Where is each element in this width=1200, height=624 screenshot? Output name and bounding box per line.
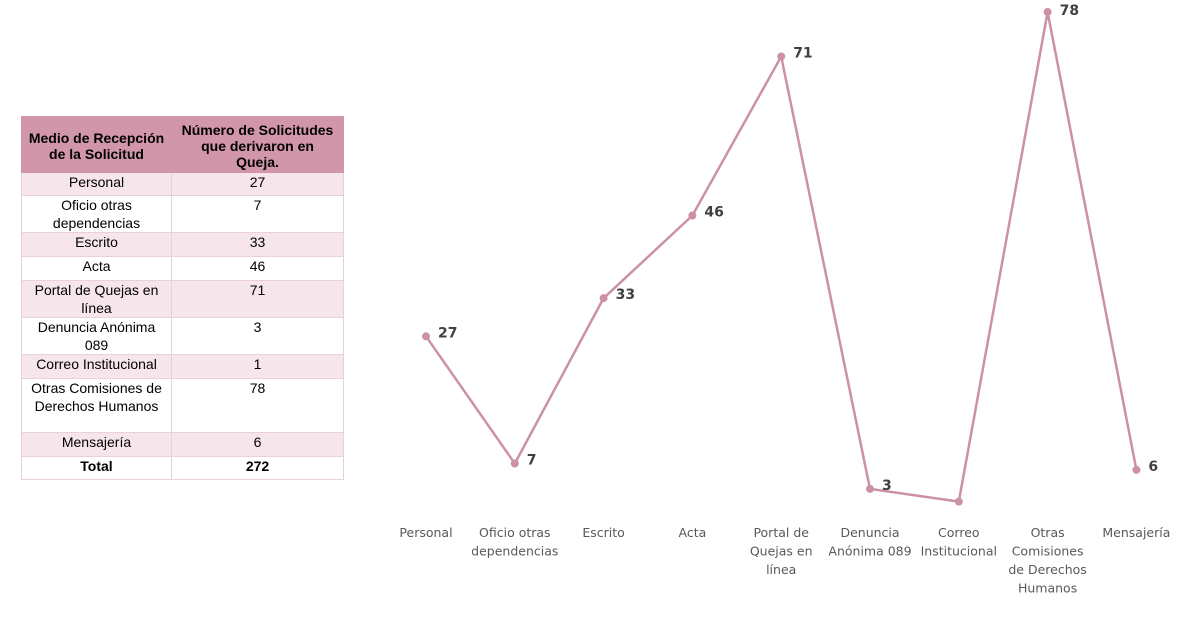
data-label: 7 — [527, 452, 537, 468]
table-row: Oficio otras dependencias 7 — [21, 195, 344, 233]
data-label: 27 — [438, 325, 457, 341]
table-total-row: Total 272 — [21, 456, 344, 480]
series-line — [424, 10, 1138, 503]
category-label: Acta — [679, 525, 707, 540]
category-label-line: Correo — [938, 525, 980, 540]
category-label: Oficio otras dependencias — [471, 525, 558, 559]
cell-medium: Personal — [21, 172, 172, 196]
data-label: 6 — [1148, 459, 1158, 475]
requests-table: Medio de Recepción de la Solicitud Númer… — [21, 116, 344, 480]
cell-count: 7 — [171, 195, 344, 233]
category-label-line: Mensajería — [1102, 525, 1170, 540]
data-point — [599, 294, 608, 303]
data-point — [422, 332, 430, 341]
cell-medium: Acta — [21, 256, 172, 281]
category-label: Portal de Quejas en línea — [750, 525, 813, 577]
data-point — [954, 497, 963, 506]
category-label-line: Portal de — [753, 525, 809, 540]
table-row: Escrito 33 — [21, 232, 344, 257]
data-point — [688, 211, 697, 220]
cell-medium: Denuncia Anónima 089 — [21, 317, 172, 355]
category-label-line: dependencias — [471, 544, 558, 559]
table-row: Denuncia Anónima 089 3 — [21, 317, 344, 355]
header-medium: Medio de Recepción de la Solicitud — [21, 116, 172, 173]
data-label: 33 — [616, 287, 635, 303]
category-label-line: Escrito — [582, 525, 624, 540]
table-header-row: Medio de Recepción de la Solicitud Númer… — [21, 116, 344, 173]
table-row: Personal 27 — [21, 172, 344, 196]
cell-count: 27 — [171, 172, 344, 196]
total-label: Total — [21, 456, 172, 480]
category-label: Otras Comisiones de Derechos Humanos — [1008, 525, 1086, 596]
category-label-line: Institucional — [921, 544, 997, 559]
series-markers — [422, 8, 1141, 506]
category-label: Denuncia Anónima 089 — [828, 525, 911, 559]
category-label-line: Denuncia — [840, 525, 899, 540]
category-label-line: Humanos — [1018, 581, 1077, 596]
category-labels: Personal Oficio otras dependencias Escrito A… — [399, 525, 1170, 596]
cell-medium: Oficio otras dependencias — [21, 195, 172, 233]
data-point — [1043, 8, 1052, 16]
cell-medium: Correo Institucional — [21, 354, 172, 379]
cell-count: 6 — [171, 432, 344, 457]
category-label-line: Otras — [1031, 525, 1065, 540]
cell-count: 33 — [171, 232, 344, 257]
category-label-line: Comisiones — [1012, 544, 1084, 559]
data-point — [866, 484, 874, 493]
data-label: 71 — [793, 46, 812, 62]
category-label-line: línea — [766, 562, 796, 577]
category-label: Correo Institucional — [921, 525, 997, 559]
table-row: Portal de Quejas en línea 71 — [21, 280, 344, 318]
cell-medium: Portal de Quejas en línea — [21, 280, 172, 318]
category-label-line: Quejas en — [750, 544, 813, 559]
data-labels: 27 7 33 46 71 3 78 6 — [438, 3, 1158, 494]
category-label: Mensajería — [1102, 525, 1170, 540]
category-label-line: Oficio otras — [479, 525, 551, 540]
category-label: Escrito — [582, 525, 624, 540]
cell-count: 78 — [171, 378, 344, 433]
data-label: 3 — [882, 478, 892, 494]
category-label: Personal — [399, 525, 452, 540]
data-point — [510, 459, 519, 468]
category-label-line: Acta — [679, 525, 707, 540]
total-value: 272 — [171, 456, 344, 480]
header-count: Número de Solicitudes que derivaron en Q… — [171, 116, 344, 173]
category-label-line: Personal — [399, 525, 452, 540]
category-label-line: de Derechos — [1008, 562, 1086, 577]
cell-count: 71 — [171, 280, 344, 318]
data-point — [777, 52, 786, 61]
cell-count: 3 — [171, 317, 344, 355]
category-label-line: Anónima 089 — [828, 544, 911, 559]
data-point — [1132, 465, 1141, 474]
table-row: Otras Comisiones de Derechos Humanos 78 — [21, 378, 344, 433]
cell-medium: Otras Comisiones de Derechos Humanos — [21, 378, 172, 433]
data-label: 78 — [1060, 3, 1079, 19]
data-label: 46 — [704, 204, 723, 220]
